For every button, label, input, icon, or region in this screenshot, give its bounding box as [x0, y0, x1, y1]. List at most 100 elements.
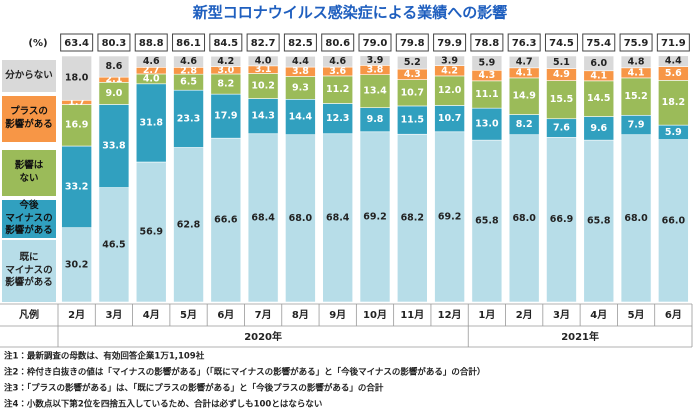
data-label: 15.5 — [550, 94, 573, 105]
bar-segment — [583, 55, 615, 72]
total-label: 84.5 — [213, 38, 238, 49]
legend-entry: 分からない — [2, 60, 56, 92]
year-label: 2021年 — [561, 330, 599, 343]
data-label: 3.1 — [255, 64, 272, 75]
bar-segment — [285, 134, 316, 303]
x-tick-label: 6月 — [665, 309, 682, 321]
data-label: 66.0 — [662, 215, 686, 226]
bar-segment — [135, 55, 167, 68]
data-label: 10.7 — [438, 113, 461, 124]
x-tick-label: 3月 — [553, 309, 570, 321]
bar-segment — [173, 147, 204, 303]
data-label: 4.6 — [180, 56, 197, 67]
data-label: 2.1 — [106, 74, 123, 85]
data-label: 14.5 — [587, 93, 610, 104]
data-label: 33.8 — [102, 141, 126, 152]
bar-segment — [359, 55, 391, 66]
data-label: 4.8 — [628, 56, 645, 67]
bar-segment — [434, 105, 465, 133]
bar-segment — [471, 107, 503, 141]
bar-segment — [658, 55, 689, 67]
bar-segment — [620, 134, 652, 303]
legend-entry: 今後 マイナスの 影響がある — [2, 200, 56, 238]
data-label: 68.0 — [512, 213, 536, 224]
data-label: 66.6 — [214, 215, 238, 226]
data-label: 12.0 — [438, 85, 462, 96]
total-label: 82.5 — [288, 38, 313, 49]
bar-segment — [508, 77, 540, 115]
total-box — [172, 33, 206, 52]
data-label: 31.8 — [140, 117, 164, 128]
data-label: 5.6 — [665, 68, 682, 79]
bar-segment — [322, 133, 354, 303]
data-label: 4.2 — [217, 56, 234, 67]
unit-label: (%) — [28, 38, 47, 49]
total-label: 79.8 — [400, 38, 425, 49]
total-box — [470, 33, 504, 52]
bar-segment — [247, 98, 279, 135]
bar-segment — [135, 161, 167, 303]
x-tick-label: 12月 — [438, 309, 462, 321]
bar-segment — [61, 145, 92, 229]
year-label: 2020年 — [244, 330, 282, 343]
data-label: 10.2 — [251, 81, 274, 92]
data-label: 23.3 — [177, 113, 200, 124]
total-label: 80.3 — [102, 38, 127, 49]
total-label: 71.9 — [661, 38, 686, 49]
x-tick-label: 4月 — [143, 309, 160, 321]
x-tick-label: 5月 — [628, 309, 645, 321]
bar-segment — [359, 74, 391, 108]
data-label: 56.9 — [140, 227, 163, 238]
data-label: 4.1 — [590, 70, 607, 81]
total-box — [134, 33, 168, 52]
bar-segment — [285, 55, 316, 68]
bar-segment — [658, 80, 689, 126]
bar-segment — [98, 104, 130, 188]
bar-segment — [247, 73, 279, 99]
data-label: 6.0 — [590, 58, 607, 69]
total-label: 75.9 — [624, 38, 649, 49]
bar-segment — [471, 80, 503, 109]
data-label: 4.4 — [665, 56, 682, 67]
data-label: 4.0 — [143, 73, 160, 84]
data-label: 8.2 — [217, 79, 234, 90]
bar-segment — [61, 55, 92, 101]
data-label: 8.6 — [106, 61, 123, 72]
bar-segment — [285, 98, 316, 136]
bar-segment — [396, 55, 428, 70]
data-label: 68.4 — [326, 212, 350, 223]
bar-segment — [247, 55, 279, 67]
data-label: 4.3 — [478, 70, 495, 81]
data-label: 5.1 — [553, 57, 570, 68]
data-label: 4.1 — [516, 67, 533, 78]
bar-segment — [210, 137, 242, 303]
bar-segment — [471, 55, 503, 71]
data-label: 68.0 — [289, 213, 313, 224]
data-label: 5.9 — [665, 127, 682, 138]
data-label: 68.0 — [624, 213, 648, 224]
bar-segment — [546, 80, 577, 120]
chart-title: 新型コロナウイルス感染症による業績への影響 — [192, 4, 508, 22]
data-label: 4.1 — [628, 67, 645, 78]
bar-segment — [508, 134, 540, 303]
bar-segment — [434, 131, 465, 303]
data-label: 4.6 — [143, 56, 160, 67]
total-label: 79.9 — [437, 38, 462, 49]
legend-entry: 影響は ない — [2, 150, 56, 196]
data-label: 2.8 — [180, 65, 197, 76]
bar-segment — [210, 93, 242, 139]
bar-segment — [210, 55, 242, 67]
data-label: 3.9 — [367, 55, 384, 66]
total-box — [544, 33, 578, 52]
data-label: 4.4 — [292, 56, 309, 67]
data-label: 11.1 — [475, 89, 498, 100]
bar-segment — [359, 107, 391, 133]
total-label: 75.4 — [586, 38, 611, 49]
note: 注2：枠付き白抜きの値は「マイナスの影響がある」（「既にマイナスの影響がある」と… — [4, 367, 485, 378]
bar-segment — [173, 55, 204, 68]
total-box — [246, 33, 280, 52]
x-tick-label: 9月 — [329, 309, 346, 321]
data-label: 4.9 — [553, 69, 570, 80]
total-box — [433, 33, 467, 52]
